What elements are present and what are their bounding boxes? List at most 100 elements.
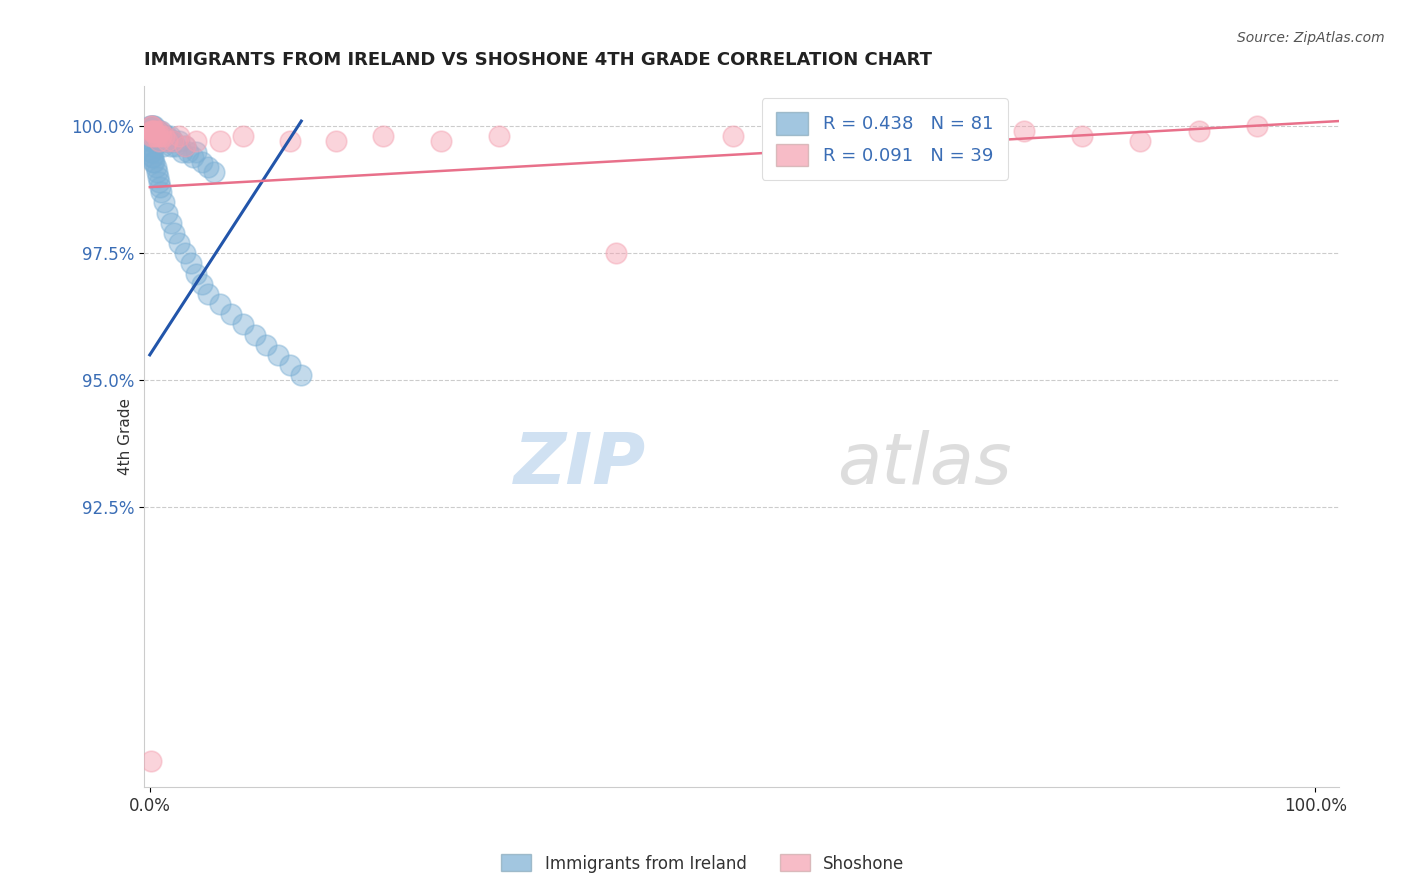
Point: [721, 129, 744, 144]
Point: [290, 368, 312, 383]
Point: [232, 318, 254, 332]
Point: [177, 145, 200, 159]
Point: [146, 124, 169, 138]
Point: [145, 129, 167, 144]
Point: [148, 135, 170, 149]
Point: [149, 129, 172, 144]
Point: [167, 135, 190, 149]
Point: [150, 124, 173, 138]
Point: [141, 124, 163, 138]
Point: [186, 145, 208, 159]
Point: [159, 129, 181, 144]
Point: [149, 124, 172, 138]
Point: [141, 119, 163, 133]
Point: [141, 124, 163, 138]
Point: [208, 135, 231, 149]
Text: Source: ZipAtlas.com: Source: ZipAtlas.com: [1237, 31, 1385, 45]
Point: [139, 139, 162, 153]
Point: [142, 129, 165, 144]
Point: [232, 129, 254, 144]
Text: IMMIGRANTS FROM IRELAND VS SHOSHONE 4TH GRADE CORRELATION CHART: IMMIGRANTS FROM IRELAND VS SHOSHONE 4TH …: [143, 51, 932, 69]
Point: [243, 327, 266, 342]
Point: [139, 124, 162, 138]
Point: [143, 124, 166, 138]
Point: [186, 135, 208, 149]
Point: [202, 165, 225, 179]
Point: [860, 129, 883, 144]
Point: [208, 297, 231, 311]
Point: [142, 119, 165, 133]
Point: [139, 124, 162, 138]
Point: [278, 135, 301, 149]
Point: [173, 139, 195, 153]
Point: [143, 124, 166, 138]
Point: [191, 277, 214, 291]
Point: [142, 154, 165, 169]
Y-axis label: 4th Grade: 4th Grade: [118, 398, 132, 475]
Point: [139, 119, 162, 133]
Point: [146, 129, 169, 144]
Point: [173, 246, 195, 260]
Point: [145, 135, 167, 149]
Point: [896, 124, 918, 138]
Legend: R = 0.438   N = 81, R = 0.091   N = 39: R = 0.438 N = 81, R = 0.091 N = 39: [762, 98, 1008, 180]
Point: [150, 135, 173, 149]
Point: [146, 124, 169, 138]
Point: [145, 124, 167, 138]
Point: [139, 145, 162, 159]
Point: [152, 135, 174, 149]
Point: [139, 129, 162, 144]
Point: [167, 129, 190, 144]
Point: [162, 135, 184, 149]
Point: [197, 286, 219, 301]
Point: [146, 169, 169, 184]
Point: [148, 135, 170, 149]
Point: [145, 160, 167, 174]
Point: [160, 135, 183, 149]
Point: [1012, 124, 1035, 138]
Point: [173, 139, 195, 153]
Point: [157, 135, 180, 149]
Point: [152, 195, 174, 210]
Point: [186, 267, 208, 281]
Point: [139, 119, 162, 133]
Point: [148, 124, 170, 138]
Point: [371, 129, 394, 144]
Point: [141, 150, 163, 164]
Point: [172, 145, 194, 159]
Point: [146, 124, 169, 138]
Point: [197, 160, 219, 174]
Point: [325, 135, 347, 149]
Point: [191, 154, 214, 169]
Point: [181, 150, 204, 164]
Point: [267, 348, 290, 362]
Point: [141, 135, 163, 149]
Point: [142, 124, 165, 138]
Point: [141, 119, 163, 133]
Point: [167, 235, 190, 250]
Point: [139, 755, 162, 769]
Point: [163, 226, 186, 240]
Point: [159, 216, 181, 230]
Point: [141, 145, 163, 159]
Point: [162, 135, 184, 149]
Point: [153, 129, 176, 144]
Point: [150, 129, 173, 144]
Point: [155, 135, 177, 149]
Point: [150, 186, 173, 200]
Point: [605, 246, 627, 260]
Point: [955, 129, 977, 144]
Point: [142, 150, 165, 164]
Point: [146, 129, 169, 144]
Point: [152, 129, 174, 144]
Legend: Immigrants from Ireland, Shoshone: Immigrants from Ireland, Shoshone: [495, 847, 911, 880]
Point: [430, 135, 453, 149]
Point: [488, 129, 510, 144]
Point: [143, 129, 166, 144]
Point: [156, 135, 179, 149]
Point: [149, 180, 172, 194]
Point: [278, 358, 301, 372]
Point: [142, 129, 165, 144]
Point: [165, 139, 187, 153]
Point: [143, 119, 166, 133]
